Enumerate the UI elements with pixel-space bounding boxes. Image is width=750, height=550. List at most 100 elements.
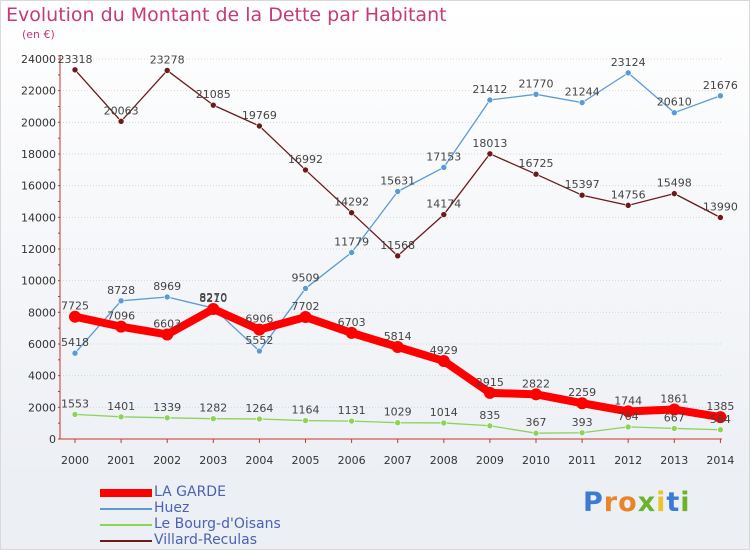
data-label: 5552 xyxy=(245,334,273,347)
data-label: 7702 xyxy=(292,300,320,313)
data-label: 16725 xyxy=(519,157,554,170)
data-point xyxy=(256,415,263,423)
x-tick-label: 2000 xyxy=(61,454,89,467)
data-point xyxy=(71,66,79,74)
data-label: 1385 xyxy=(706,400,734,413)
data-point xyxy=(71,349,79,357)
data-point xyxy=(578,191,586,199)
data-point xyxy=(532,91,540,98)
data-label: 14292 xyxy=(334,196,369,209)
data-point xyxy=(624,69,632,77)
y-tick-label: 14000 xyxy=(21,211,56,224)
data-point xyxy=(714,411,727,424)
data-point xyxy=(256,122,263,130)
data-label: 1014 xyxy=(430,406,458,419)
data-label: 4929 xyxy=(430,344,458,357)
data-label: 23278 xyxy=(150,53,185,66)
y-tick-label: 2000 xyxy=(28,401,56,414)
x-tick-label: 2006 xyxy=(338,454,366,467)
data-point xyxy=(668,403,681,416)
data-label: 1861 xyxy=(660,393,688,406)
y-tick-label: 4000 xyxy=(28,370,56,383)
data-point xyxy=(117,297,125,305)
data-point xyxy=(670,109,678,116)
data-label: 1029 xyxy=(384,406,412,419)
data-label: 15631 xyxy=(380,175,415,188)
data-point xyxy=(69,310,81,323)
data-label: 21770 xyxy=(519,77,554,90)
x-tick-label: 2011 xyxy=(568,454,596,467)
data-point xyxy=(670,190,678,197)
data-point xyxy=(302,166,309,174)
data-point xyxy=(345,326,358,339)
y-tick-label: 22000 xyxy=(21,85,56,98)
x-tick-label: 2002 xyxy=(153,454,181,467)
data-point xyxy=(71,411,79,418)
data-point xyxy=(717,214,724,221)
data-label: 7725 xyxy=(61,300,89,313)
data-point xyxy=(161,328,174,341)
data-point xyxy=(253,323,266,336)
data-label: 8270 xyxy=(199,291,227,304)
data-label: 18013 xyxy=(472,137,507,150)
data-point xyxy=(437,354,450,367)
data-label: 1744 xyxy=(614,394,642,407)
data-label: 6906 xyxy=(245,313,273,326)
x-tick-label: 2007 xyxy=(384,454,412,467)
logo-letter: o xyxy=(618,487,638,518)
chart-title: Evolution du Montant de la Dette par Hab… xyxy=(6,4,447,26)
data-point xyxy=(348,249,355,256)
data-label: 14174 xyxy=(426,198,461,211)
data-label: 1401 xyxy=(107,400,135,413)
legend-label: Huez xyxy=(154,500,190,516)
x-tick-label: 2008 xyxy=(430,454,458,467)
logo-letter: i xyxy=(680,487,691,518)
y-tick-label: 10000 xyxy=(21,275,56,288)
data-label: 667 xyxy=(664,411,685,424)
data-point xyxy=(486,150,494,158)
legend-swatch xyxy=(100,508,152,510)
data-point xyxy=(210,101,217,109)
data-label: 2915 xyxy=(476,376,504,389)
x-tick-label: 2001 xyxy=(107,454,135,467)
data-label: 8728 xyxy=(107,284,135,297)
x-tick-label: 2012 xyxy=(614,454,642,467)
x-tick-label: 2003 xyxy=(199,454,227,467)
data-label: 367 xyxy=(526,416,547,429)
x-tick-label: 2004 xyxy=(245,454,273,467)
y-tick-label: 8000 xyxy=(28,306,56,319)
logo-letter: r xyxy=(603,487,619,518)
data-point xyxy=(117,413,125,421)
data-point xyxy=(717,426,724,434)
data-label: 20610 xyxy=(657,96,692,109)
data-label: 16992 xyxy=(288,153,323,166)
x-tick-label: 2013 xyxy=(660,454,688,467)
data-point xyxy=(440,419,448,427)
data-label: 1131 xyxy=(338,404,366,417)
data-label: 6603 xyxy=(153,317,181,330)
data-label: 5418 xyxy=(61,336,89,349)
legend-label: Le Bourg-d'Oisans xyxy=(154,516,281,532)
data-point xyxy=(394,188,402,195)
data-label: 23318 xyxy=(58,53,93,66)
data-label: 1339 xyxy=(153,401,181,414)
data-label: 8969 xyxy=(153,280,181,293)
data-label: 9509 xyxy=(292,271,320,284)
x-tick-label: 2005 xyxy=(292,454,320,467)
data-label: 21085 xyxy=(196,88,231,101)
y-tick-label: 24000 xyxy=(21,53,56,66)
data-point xyxy=(117,118,125,125)
data-label: 764 xyxy=(618,410,639,423)
legend-swatch xyxy=(100,489,152,497)
data-point xyxy=(348,417,355,425)
data-label: 7096 xyxy=(107,310,135,323)
data-point xyxy=(486,422,494,430)
data-point xyxy=(302,417,309,424)
data-label: 23124 xyxy=(611,56,646,69)
data-point xyxy=(394,252,402,260)
data-label: 21676 xyxy=(703,79,738,92)
y-tick-label: 18000 xyxy=(21,148,56,161)
x-tick-label: 2010 xyxy=(522,454,550,467)
data-point xyxy=(210,415,217,423)
